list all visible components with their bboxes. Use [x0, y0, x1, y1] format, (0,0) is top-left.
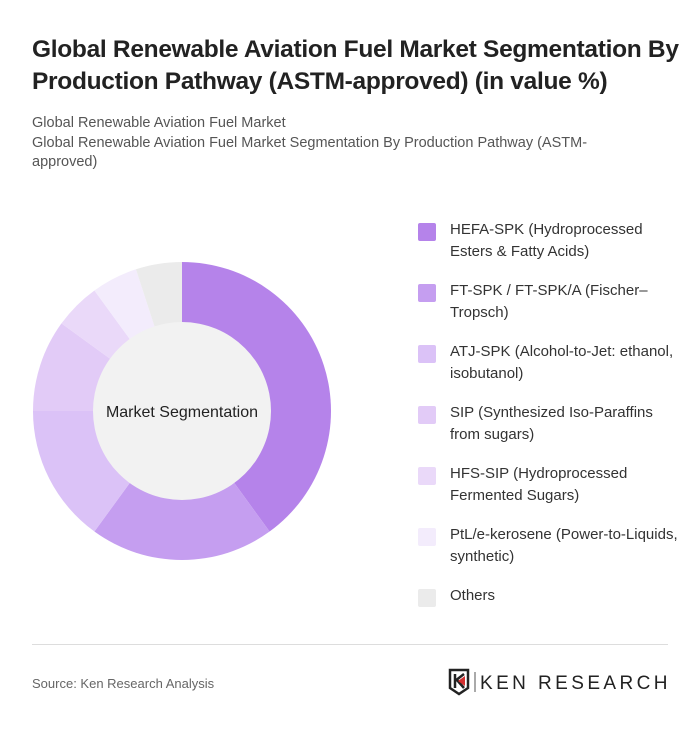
center-label: Market Segmentation	[106, 404, 258, 421]
donut-chart: Market Segmentation	[33, 262, 332, 560]
legend-swatch	[418, 223, 436, 241]
legend-label: HEFA-SPK (Hydroprocessed Esters & Fatty …	[450, 221, 643, 260]
legend-swatch	[418, 589, 436, 607]
legend-item: HEFA-SPK (Hydroprocessed Esters & Fatty …	[418, 219, 678, 280]
legend-label: ATJ-SPK (Alcohol-to-Jet: ethanol, isobut…	[450, 343, 674, 382]
legend-label: PtL/e-kerosene (Power-to-Liquids, synthe…	[450, 526, 678, 565]
legend-label: FT-SPK / FT-SPK/A (Fischer–Tropsch)	[450, 282, 648, 321]
chart-title: Global Renewable Aviation Fuel Market Se…	[32, 36, 679, 95]
legend-label: SIP (Synthesized Iso-Paraffins from suga…	[450, 404, 653, 443]
legend-item: SIP (Synthesized Iso-Paraffins from suga…	[418, 402, 678, 463]
donut-center	[93, 322, 271, 500]
legend-item: FT-SPK / FT-SPK/A (Fischer–Tropsch)	[418, 280, 678, 341]
legend-label: HFS-SIP (Hydroprocessed Fermented Sugars…	[450, 465, 628, 504]
legend-swatch	[418, 284, 436, 302]
chart-subtitle-detail: Global Renewable Aviation Fuel Market Se…	[32, 135, 588, 170]
source-note: Source: Ken Research Analysis	[32, 676, 215, 691]
svg-text:KEN RESEARCH: KEN RESEARCH	[480, 673, 668, 694]
legend-label: Others	[450, 587, 496, 604]
legend-item: Others	[418, 585, 678, 646]
legend: HEFA-SPK (Hydroprocessed Esters & Fatty …	[418, 219, 678, 646]
legend-swatch	[418, 406, 436, 424]
legend-item: PtL/e-kerosene (Power-to-Liquids, synthe…	[418, 524, 678, 585]
legend-swatch	[418, 467, 436, 485]
divider	[32, 644, 668, 645]
legend-item: ATJ-SPK (Alcohol-to-Jet: ethanol, isobut…	[418, 341, 678, 402]
legend-swatch	[418, 345, 436, 363]
ken-research-logo: KEN RESEARCH	[448, 668, 670, 701]
legend-swatch	[418, 528, 436, 546]
legend-item: HFS-SIP (Hydroprocessed Fermented Sugars…	[418, 463, 678, 524]
chart-subtitle: Global Renewable Aviation Fuel Market	[32, 115, 286, 131]
